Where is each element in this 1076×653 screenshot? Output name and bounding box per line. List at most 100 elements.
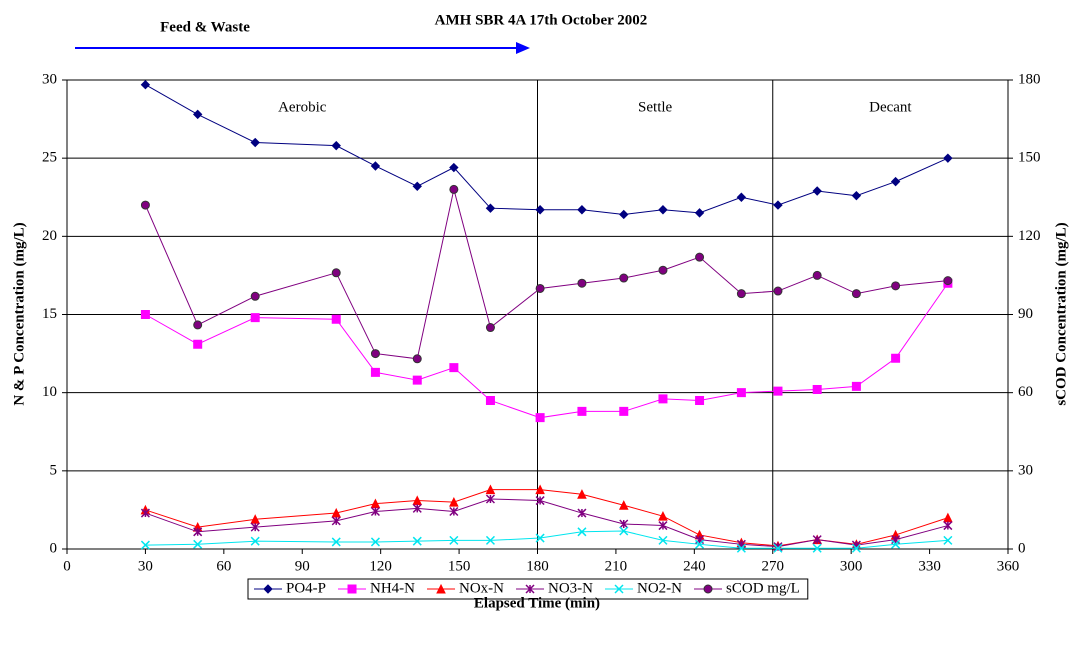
data-point [812,270,822,280]
x-tick-label: 150 [448,558,471,574]
y-axis-label: N & P Concentration (mg/L) [11,222,27,405]
data-point [485,395,495,405]
data-point [412,181,422,192]
data-point [370,161,381,171]
x-tick-label: 60 [216,558,231,574]
y2-tick-label: 60 [1018,384,1033,400]
data-point [658,205,668,215]
y2-tick-label: 180 [1018,71,1041,87]
legend-box [247,578,809,600]
data-point [140,200,150,210]
annotation: Feed & Waste [160,19,250,35]
data-point [535,413,545,423]
data-point [535,205,545,215]
data-point [851,289,861,299]
series-line [145,498,949,548]
data-point [891,281,901,291]
data-point [485,323,495,333]
y-tick-label: 25 [42,150,57,166]
legend-marker [347,584,357,594]
legend-marker [436,583,446,594]
data-point [773,286,783,296]
data-point [773,386,783,396]
data-point [331,268,341,278]
data-point [658,511,668,521]
data-point [943,521,953,531]
data-point [331,516,341,526]
data-point [485,484,496,495]
series-line [145,282,949,419]
data-point [736,543,746,553]
data-point [331,140,341,151]
data-point [736,388,746,398]
data-point [331,537,341,547]
data-point [535,283,545,293]
data-point [485,203,496,213]
series-line [145,530,948,549]
data-point [449,496,459,507]
data-point [851,543,861,553]
x-tick-label: 90 [295,558,310,574]
data-point [812,186,822,196]
data-point [658,521,668,531]
x-tick-label: 0 [63,558,71,574]
data-point [250,137,260,148]
data-point [192,109,203,120]
data-point [943,153,953,163]
data-point [250,313,260,323]
legend-marker [263,584,273,594]
data-point [891,353,901,363]
y-tick-label: 20 [42,228,57,244]
data-point [250,536,260,546]
legend-label: sCOD mg/L [726,580,800,596]
data-point [695,539,705,549]
y2-tick-label: 150 [1018,150,1041,166]
data-point [412,354,422,364]
x-tick-label: 120 [369,558,392,574]
phase-label: Aerobic [278,99,327,115]
data-point [370,506,380,517]
data-point [331,314,341,324]
data-point [577,406,587,416]
data-point [773,200,783,210]
y2-tick-label: 120 [1018,228,1041,244]
data-point [412,536,422,546]
x-tick-label: 300 [840,558,863,574]
data-point [943,512,953,523]
x-tick-label: 30 [138,558,153,574]
data-point [695,395,705,405]
y-tick-label: 5 [50,462,58,478]
data-point [890,176,901,187]
legend-label: NOx-N [459,580,504,596]
legend-label: PO4-P [286,580,326,596]
data-point [736,539,746,549]
y2-tick-label: 0 [1018,540,1026,556]
data-point [412,503,422,513]
data-point [485,494,495,504]
data-point [851,381,861,391]
legend-label: NO2-N [637,580,682,596]
data-point [619,526,629,536]
data-point [193,320,203,330]
y-tick-label: 30 [42,71,57,87]
data-point [773,543,783,553]
y-tick-label: 0 [50,540,58,556]
x-tick-label: 240 [683,558,706,574]
data-point [140,310,150,319]
data-point [694,208,705,218]
data-point [485,535,495,545]
x-tick-label: 180 [526,558,549,574]
data-point [577,489,587,499]
data-point [577,278,587,288]
data-point [449,506,459,517]
data-point [449,184,459,194]
data-point [577,508,587,518]
data-point [619,519,629,529]
data-point [449,162,459,173]
data-point [449,363,459,373]
data-point [812,385,822,395]
legend-label: NO3-N [548,580,593,596]
y-tick-label: 10 [42,384,57,400]
data-point [736,289,746,299]
